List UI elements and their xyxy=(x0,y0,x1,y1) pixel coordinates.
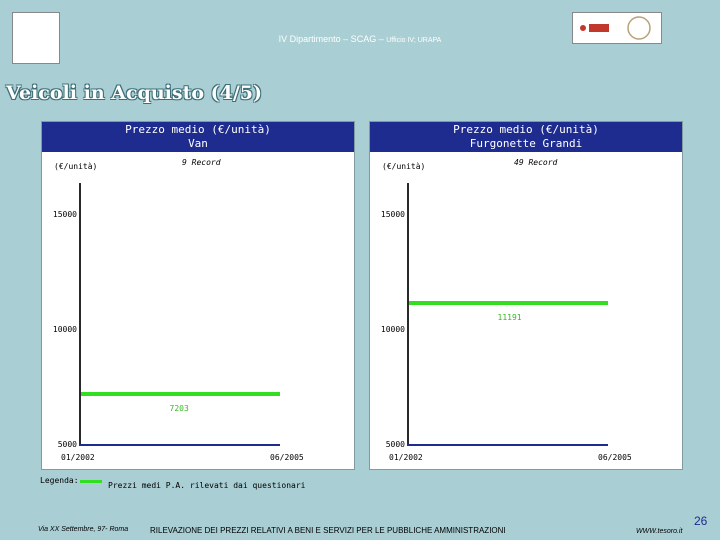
dag-mef-logo-graphic xyxy=(580,16,651,40)
record-count: 9 Record xyxy=(182,158,221,167)
dag-mark-icon xyxy=(589,24,609,32)
series-line xyxy=(409,300,608,305)
y-axis-label: (€/unità) xyxy=(54,162,98,171)
y-tick-label: 5000 xyxy=(385,440,405,449)
chart-header: Prezzo medio (€/unità) Van xyxy=(42,122,354,152)
x-tick-label: 01/2002 xyxy=(389,453,423,462)
chart-title: Prezzo medio (€/unità) xyxy=(125,123,271,136)
header-office: Ufficio IV; URAPA xyxy=(386,37,442,44)
header-text: IV Dipartimento – SCAG – Ufficio IV; URA… xyxy=(0,34,720,44)
dag-dot-icon xyxy=(580,25,586,31)
x-tick-label: 06/2005 xyxy=(270,453,304,462)
chart-panel-van: Prezzo medio (€/unità) Van (€/unità) 9 R… xyxy=(41,121,355,470)
chart-title: Prezzo medio (€/unità) xyxy=(453,123,599,136)
data-label: 11191 xyxy=(497,312,522,322)
y-axis-label: (€/unità) xyxy=(382,162,426,171)
chart-header: Prezzo medio (€/unità) Furgonette Grandi xyxy=(370,122,682,152)
chart-subtitle: Furgonette Grandi xyxy=(469,137,583,150)
legend-swatch xyxy=(80,480,102,483)
dag-mef-logo xyxy=(572,12,662,44)
header-department: IV Dipartimento – SCAG – xyxy=(278,34,384,44)
y-tick-label: 15000 xyxy=(380,210,405,219)
chart-subtitle: Van xyxy=(188,137,208,150)
page-number: 26 xyxy=(694,514,708,528)
footer-caption: RILEVAZIONE DEI PREZZI RELATIVI A BENI E… xyxy=(150,526,506,535)
legend-item: Prezzi medi P.A. rilevati dai questionar… xyxy=(108,481,306,490)
y-tick-label: 15000 xyxy=(52,210,77,219)
x-axis-baseline xyxy=(407,444,608,446)
y-tick-label: 10000 xyxy=(380,325,405,334)
x-tick-label: 01/2002 xyxy=(61,453,95,462)
mef-ring-icon xyxy=(627,16,651,40)
x-tick-label: 06/2005 xyxy=(598,453,632,462)
x-axis-baseline xyxy=(79,444,280,446)
y-tick-label: 5000 xyxy=(57,440,77,449)
record-count: 49 Record xyxy=(514,158,558,167)
footer-address: Via XX Settembre, 97- Roma xyxy=(38,526,129,533)
footer-site: WWW.tesoro.it xyxy=(636,528,683,535)
y-axis-line xyxy=(79,183,81,445)
data-label: 7203 xyxy=(169,404,189,414)
italian-emblem-logo xyxy=(12,12,60,64)
series-line xyxy=(81,392,280,397)
legend-title: Legenda: xyxy=(40,476,79,485)
y-axis-line xyxy=(407,183,409,445)
y-tick-label: 10000 xyxy=(52,325,77,334)
chart-panel-furgonette: Prezzo medio (€/unità) Furgonette Grandi… xyxy=(369,121,683,470)
slide-title: Veicoli in Acquisto (4/5) xyxy=(6,82,262,104)
